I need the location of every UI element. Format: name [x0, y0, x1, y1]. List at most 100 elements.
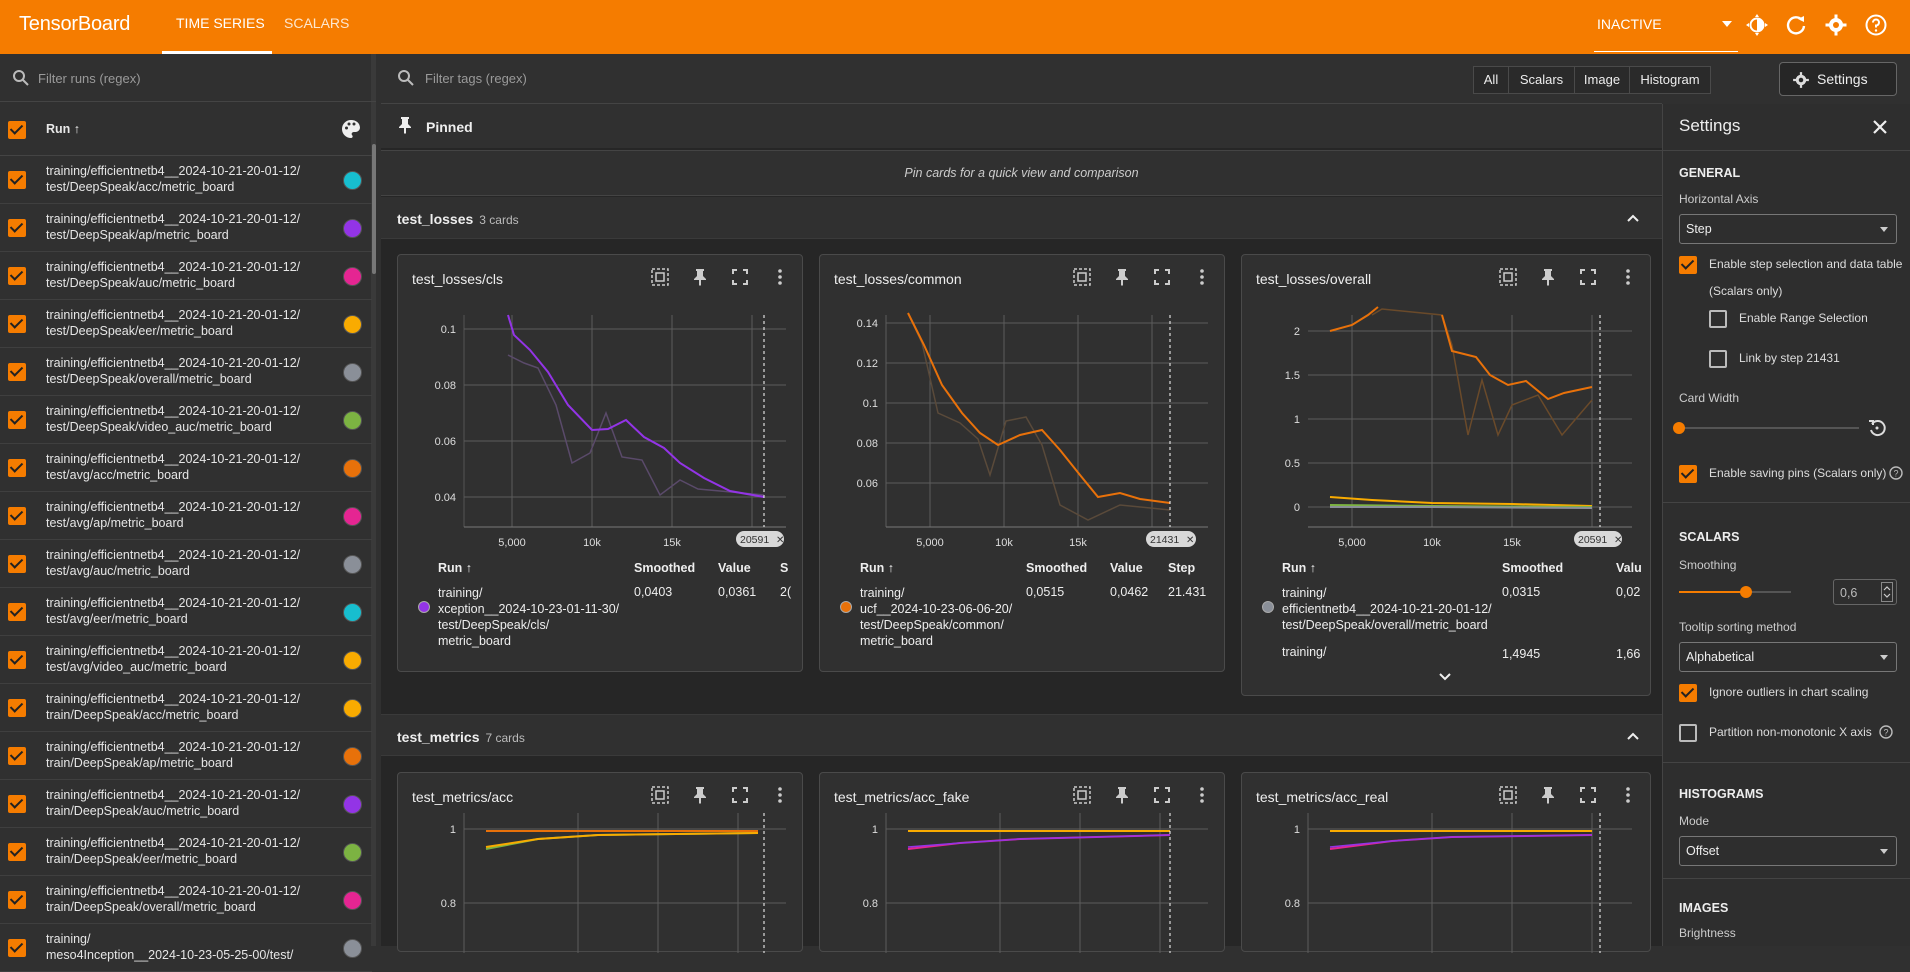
run-row[interactable]: training/efficientnetb4__2024-10-21-20-0…: [0, 252, 372, 300]
run-color-swatch[interactable]: [343, 363, 362, 382]
pin-icon[interactable]: [1538, 785, 1558, 805]
tooltip-sort-select[interactable]: Alphabetical: [1679, 642, 1897, 672]
card-width-slider[interactable]: [1679, 427, 1859, 429]
fullscreen-icon[interactable]: [1152, 267, 1172, 287]
step-selection-checkbox[interactable]: [1679, 256, 1697, 274]
run-row[interactable]: training/efficientnetb4__2024-10-21-20-0…: [0, 540, 372, 588]
pin-icon[interactable]: [1112, 785, 1132, 805]
run-row[interactable]: training/efficientnetb4__2024-10-21-20-0…: [0, 444, 372, 492]
run-color-swatch[interactable]: [343, 843, 362, 862]
run-checkbox[interactable]: [8, 363, 26, 381]
table-header-smoothed[interactable]: Smoothed: [634, 561, 696, 575]
more-vert-icon[interactable]: [770, 785, 790, 805]
fullscreen-icon[interactable]: [1578, 785, 1598, 805]
help-icon[interactable]: ?: [1879, 725, 1893, 739]
tab-scalars[interactable]: SCALARS: [284, 15, 350, 31]
smoothing-input[interactable]: 0,6: [1833, 579, 1897, 605]
run-color-swatch[interactable]: [343, 411, 362, 430]
partition-checkbox[interactable]: [1679, 724, 1697, 742]
run-color-swatch[interactable]: [343, 891, 362, 910]
run-checkbox[interactable]: [8, 171, 26, 189]
fit-domain-icon[interactable]: [1498, 267, 1518, 287]
run-color-swatch[interactable]: [343, 171, 362, 190]
table-header-run[interactable]: Run ↑: [1282, 561, 1317, 575]
run-checkbox[interactable]: [8, 843, 26, 861]
help-icon[interactable]: [1864, 13, 1888, 37]
run-checkbox[interactable]: [8, 459, 26, 477]
run-checkbox[interactable]: [8, 747, 26, 765]
group-header-test-metrics[interactable]: test_metrics 7 cards: [381, 714, 1662, 756]
chevron-up-icon[interactable]: [1626, 211, 1640, 225]
palette-icon[interactable]: [340, 118, 362, 140]
link-by-step-checkbox[interactable]: [1709, 350, 1727, 368]
fit-domain-icon[interactable]: [650, 785, 670, 805]
run-row[interactable]: training/efficientnetb4__2024-10-21-20-0…: [0, 780, 372, 828]
run-checkbox[interactable]: [8, 507, 26, 525]
run-row[interactable]: training/efficientnetb4__2024-10-21-20-0…: [0, 876, 372, 924]
line-chart[interactable]: 2 1.5 1 0.5 0 5,000 10k 15k 20591 ✕: [1242, 295, 1650, 555]
settings-button[interactable]: Settings: [1779, 62, 1897, 96]
table-header-value[interactable]: Value: [718, 561, 751, 575]
reset-icon[interactable]: [1867, 418, 1887, 438]
chevron-up-icon[interactable]: [1626, 729, 1640, 743]
line-chart[interactable]: 0.14 0.12 0.1 0.08 0.06 5,000 10k 15k 2 …: [820, 295, 1226, 555]
run-row[interactable]: training/efficientnetb4__2024-10-21-20-0…: [0, 204, 372, 252]
run-color-swatch[interactable]: [343, 795, 362, 814]
table-header-smoothed[interactable]: Smoothed: [1026, 561, 1088, 575]
run-checkbox[interactable]: [8, 699, 26, 717]
reload-icon[interactable]: [1784, 13, 1808, 37]
group-header-test-losses[interactable]: test_losses 3 cards: [381, 197, 1662, 239]
gear-icon[interactable]: [1824, 13, 1848, 37]
more-vert-icon[interactable]: [1192, 267, 1212, 287]
run-checkbox[interactable]: [8, 315, 26, 333]
run-checkbox[interactable]: [8, 267, 26, 285]
more-vert-icon[interactable]: [1618, 785, 1638, 805]
tag-filter-input[interactable]: Filter tags (regex): [425, 71, 527, 86]
run-color-swatch[interactable]: [343, 939, 362, 958]
table-header-step[interactable]: S: [780, 561, 789, 575]
run-checkbox[interactable]: [8, 411, 26, 429]
filter-all-button[interactable]: All: [1473, 66, 1509, 94]
run-row[interactable]: training/efficientnetb4__2024-10-21-20-0…: [0, 588, 372, 636]
run-row[interactable]: training/efficientnetb4__2024-10-21-20-0…: [0, 636, 372, 684]
table-header-value[interactable]: Valu: [1616, 561, 1642, 575]
sidebar-scrollbar[interactable]: [372, 144, 376, 274]
close-icon[interactable]: [1871, 118, 1889, 136]
fullscreen-icon[interactable]: [1578, 267, 1598, 287]
run-color-swatch[interactable]: [343, 315, 362, 334]
run-filter[interactable]: Filter runs (regex): [0, 54, 376, 102]
run-checkbox[interactable]: [8, 795, 26, 813]
fit-domain-icon[interactable]: [1498, 785, 1518, 805]
run-color-swatch[interactable]: [343, 219, 362, 238]
run-color-swatch[interactable]: [343, 651, 362, 670]
run-checkbox[interactable]: [8, 219, 26, 237]
run-row[interactable]: training/efficientnetb4__2024-10-21-20-0…: [0, 348, 372, 396]
run-color-swatch[interactable]: [343, 459, 362, 478]
more-vert-icon[interactable]: [1192, 785, 1212, 805]
run-checkbox[interactable]: [8, 651, 26, 669]
run-row[interactable]: training/efficientnetb4__2024-10-21-20-0…: [0, 828, 372, 876]
mode-select[interactable]: Offset: [1679, 836, 1897, 866]
pin-icon[interactable]: [690, 267, 710, 287]
line-chart[interactable]: 1 0.8: [1242, 813, 1650, 953]
run-checkbox[interactable]: [8, 603, 26, 621]
smoothing-slider-thumb[interactable]: [1740, 586, 1753, 598]
plugin-selector[interactable]: INACTIVE: [1597, 16, 1662, 32]
run-color-swatch[interactable]: [343, 267, 362, 286]
table-header-run[interactable]: Run ↑: [438, 561, 473, 575]
run-filter-input[interactable]: Filter runs (regex): [38, 71, 141, 86]
card-width-slider-thumb[interactable]: [1673, 422, 1685, 434]
run-checkbox[interactable]: [8, 891, 26, 909]
run-row[interactable]: training/efficientnetb4__2024-10-21-20-0…: [0, 300, 372, 348]
run-color-swatch[interactable]: [343, 507, 362, 526]
stepper-icon[interactable]: [1881, 582, 1893, 602]
run-color-swatch[interactable]: [343, 603, 362, 622]
line-chart[interactable]: 0.1 0.08 0.06 0.04 5,000 10k 15k 20591 ✕: [398, 295, 804, 555]
fullscreen-icon[interactable]: [730, 267, 750, 287]
table-header-step[interactable]: Step: [1168, 561, 1196, 575]
more-vert-icon[interactable]: [1618, 267, 1638, 287]
pin-icon[interactable]: [1538, 267, 1558, 287]
saving-pins-checkbox[interactable]: [1679, 465, 1697, 483]
pin-icon[interactable]: [690, 785, 710, 805]
run-checkbox[interactable]: [8, 555, 26, 573]
